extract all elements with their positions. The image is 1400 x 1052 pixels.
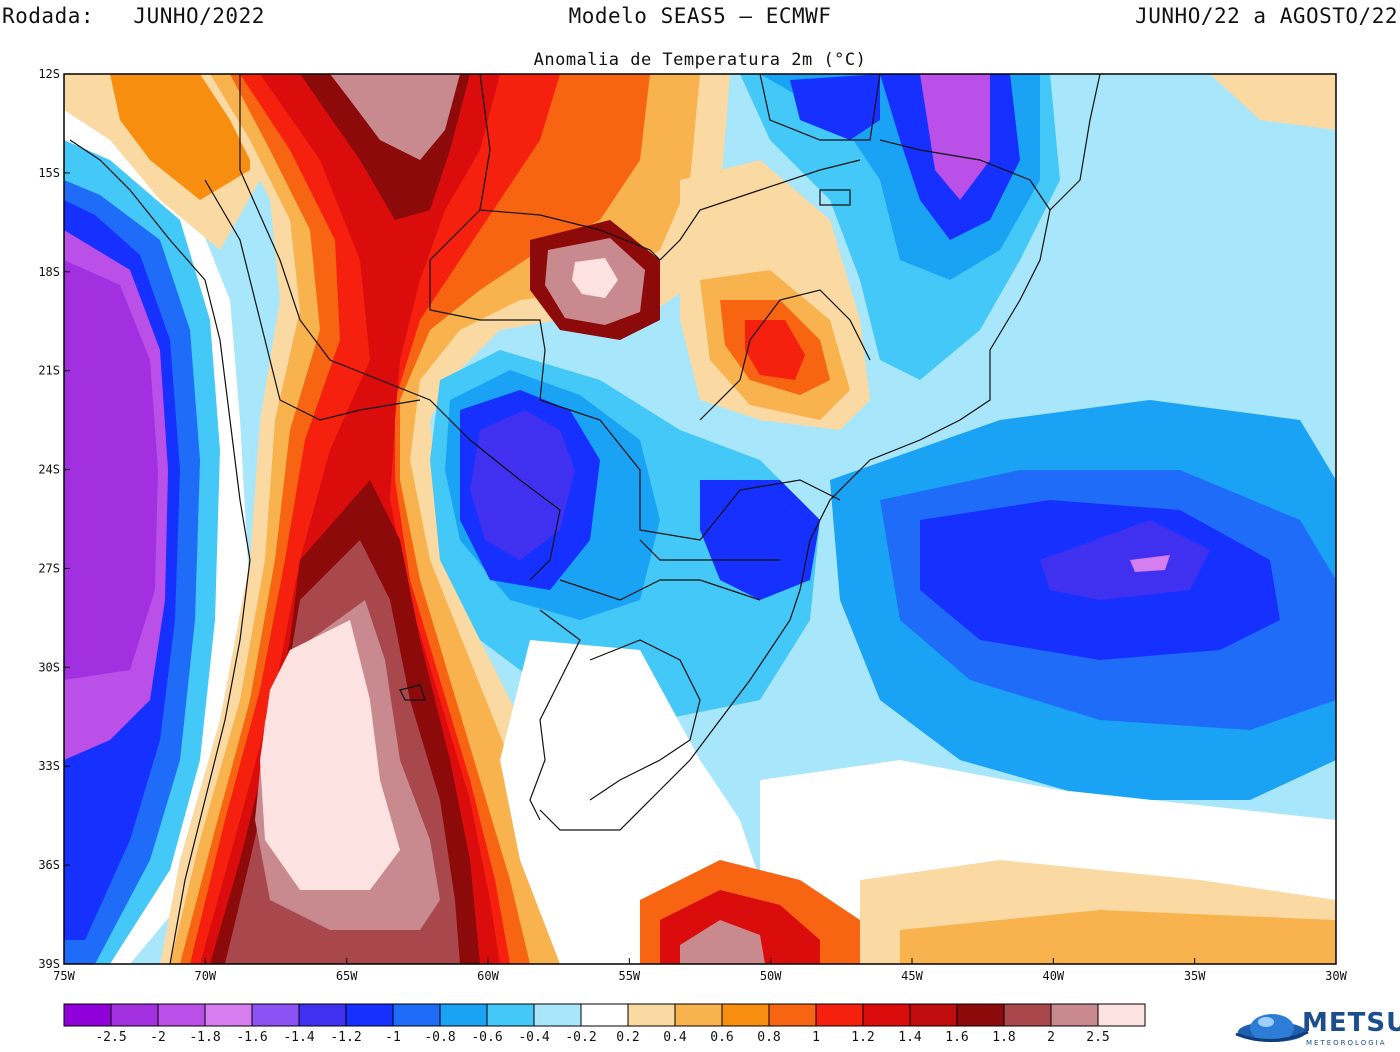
colorbar-swatch <box>815 1003 864 1027</box>
colorbar-label: -1.4 <box>283 1030 314 1045</box>
colorbar-label: 1.4 <box>898 1030 922 1045</box>
colorbar-swatch <box>674 1003 723 1027</box>
colorbar-swatch <box>1050 1003 1099 1027</box>
lon-tick-label: 55W <box>618 969 640 983</box>
colorbar-swatch <box>392 1003 441 1027</box>
colorbar-label: 1.2 <box>851 1030 874 1045</box>
lon-tick-label: 35W <box>1184 969 1206 983</box>
logo-subtitle: METEOROLOGIA <box>1306 1039 1387 1047</box>
colorbar: -2.5 -2 -1.8 -1.6 -1.4 -1.2 -1 -0.8 -0.6 -0.4 -0.2… <box>63 1003 1146 1045</box>
colorbar-swatch <box>533 1003 582 1027</box>
colorbar-swatch <box>439 1003 488 1027</box>
colorbar-label: 1.8 <box>992 1030 1015 1045</box>
map-frame <box>63 73 1337 965</box>
colorbar-label: 0.4 <box>663 1030 687 1045</box>
latitude-axis: 12S 15S 18S 21S 24S 27S 30S 33S 36S 39S <box>38 67 70 971</box>
colorbar-swatch <box>580 1003 629 1027</box>
logo-name: METSUL <box>1302 1008 1400 1038</box>
run-label: Rodada: JUNHO/2022 <box>2 4 265 28</box>
lat-tick-label: 15S <box>38 166 60 180</box>
lon-tick-label: 40W <box>1042 969 1064 983</box>
lon-tick-label: 65W <box>336 969 358 983</box>
colorbar-swatch <box>768 1003 817 1027</box>
map-subtitle: Anomalia de Temperatura 2m (°C) <box>533 50 867 70</box>
colorbar-label: -1 <box>385 1030 401 1045</box>
colorbar-label: 0.6 <box>710 1030 733 1045</box>
colorbar-label: -1.6 <box>236 1030 267 1045</box>
colorbar-label: -2.5 <box>95 1030 126 1045</box>
colorbar-label: -0.6 <box>471 1030 502 1045</box>
colorbar-swatch <box>1003 1003 1052 1027</box>
lon-tick-label: 45W <box>901 969 923 983</box>
colorbar-swatch <box>909 1003 958 1027</box>
colorbar-swatch <box>110 1003 159 1027</box>
colorbar-swatch <box>345 1003 394 1027</box>
period-label: JUNHO/22 a AGOSTO/22 <box>1135 4 1398 28</box>
colorbar-label: 2 <box>1047 1030 1055 1045</box>
colorbar-swatch <box>862 1003 911 1027</box>
colorbar-swatch <box>298 1003 347 1027</box>
lat-tick-label: 18S <box>38 265 60 279</box>
lon-tick-label: 50W <box>760 969 782 983</box>
colorbar-swatch <box>627 1003 676 1027</box>
metsul-globe-icon <box>1235 1014 1309 1043</box>
lon-tick-label: 30W <box>1325 969 1347 983</box>
colorbar-label: 0.8 <box>757 1030 780 1045</box>
lat-tick-label: 39S <box>38 957 60 971</box>
colorbar-swatch <box>157 1003 206 1027</box>
lat-tick-label: 30S <box>38 660 60 674</box>
lon-tick-label: 75W <box>53 969 75 983</box>
colorbar-label: -0.8 <box>424 1030 455 1045</box>
colorbar-swatch <box>721 1003 770 1027</box>
lat-tick-label: 27S <box>38 561 60 575</box>
colorbar-label: -1.8 <box>189 1030 220 1045</box>
lat-tick-label: 24S <box>38 463 60 477</box>
colorbar-label: 1.6 <box>945 1030 968 1045</box>
lat-tick-label: 21S <box>38 364 60 378</box>
coastlines <box>69 74 1101 964</box>
colorbar-swatch <box>251 1003 300 1027</box>
lon-tick-label: 60W <box>477 969 499 983</box>
colorbar-swatch <box>1097 1003 1146 1027</box>
colorbar-label: 2.5 <box>1086 1030 1109 1045</box>
colorbar-swatch <box>486 1003 535 1027</box>
lat-tick-label: 36S <box>38 858 60 872</box>
colorbar-label: 1 <box>812 1030 820 1045</box>
colorbar-label: -2 <box>150 1030 166 1045</box>
colorbar-label: -1.2 <box>330 1030 361 1045</box>
anomaly-field <box>64 74 1336 964</box>
colorbar-swatch <box>63 1003 112 1027</box>
lat-tick-label: 12S <box>38 67 60 81</box>
colorbar-label: -0.2 <box>565 1030 596 1045</box>
lon-tick-label: 70W <box>194 969 216 983</box>
lat-tick-label: 33S <box>38 759 60 773</box>
longitude-axis: 75W 70W 65W 60W 55W 50W 45W 40W 35W 30W <box>53 958 1348 983</box>
model-title: Modelo SEAS5 – ECMWF <box>568 4 832 28</box>
colorbar-label: -0.4 <box>518 1030 549 1045</box>
colorbar-swatch <box>204 1003 253 1027</box>
colorbar-label: 0.2 <box>616 1030 639 1045</box>
colorbar-swatch <box>956 1003 1005 1027</box>
